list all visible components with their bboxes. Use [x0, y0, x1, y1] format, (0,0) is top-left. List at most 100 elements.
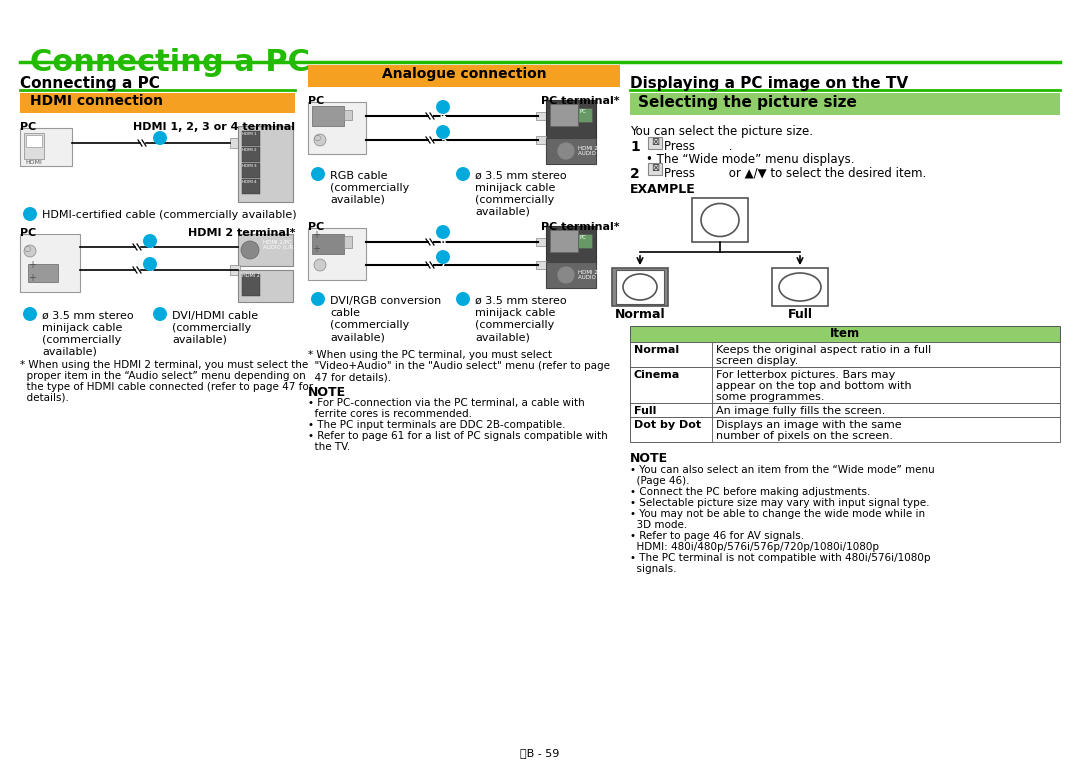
Text: Press         or ▲/▼ to select the desired item.: Press or ▲/▼ to select the desired item. [664, 167, 927, 180]
Text: (Page 46).: (Page 46). [630, 476, 689, 486]
Text: HDMI 2/PC: HDMI 2/PC [578, 145, 607, 150]
Text: NOTE: NOTE [308, 386, 346, 399]
Bar [648, 137, 662, 149]
Bar [630, 326, 1059, 342]
Bar [630, 367, 1059, 403]
Text: PC terminal*: PC terminal* [541, 222, 620, 232]
Text: +: + [312, 230, 320, 240]
Bar [242, 147, 260, 162]
Text: Connecting a PC: Connecting a PC [21, 76, 160, 91]
Bar [345, 236, 352, 248]
Text: • For PC-connection via the PC terminal, a cable with: • For PC-connection via the PC terminal,… [308, 398, 584, 408]
Text: Full: Full [634, 406, 657, 416]
Bar [630, 93, 1059, 115]
Bar [238, 126, 293, 202]
Circle shape [143, 257, 157, 271]
Text: 5: 5 [460, 179, 467, 188]
Bar [230, 265, 240, 275]
Text: (commercially: (commercially [475, 195, 554, 205]
Bar [242, 179, 260, 194]
Bar [536, 238, 546, 246]
Text: HDMI 4: HDMI 4 [242, 180, 257, 184]
Bar [21, 93, 295, 113]
Text: 2: 2 [147, 246, 153, 255]
Bar [550, 230, 578, 252]
Bar [238, 270, 293, 302]
Text: RGB cable: RGB cable [330, 171, 388, 181]
Text: (commercially: (commercially [330, 320, 409, 330]
Text: Displays an image with the same: Displays an image with the same [716, 420, 902, 430]
Text: An image fully fills the screen.: An image fully fills the screen. [716, 406, 886, 416]
Text: PC: PC [21, 122, 37, 132]
Text: minijack cable: minijack cable [42, 323, 122, 333]
Bar [308, 65, 620, 87]
Bar [312, 234, 345, 254]
Circle shape [241, 241, 259, 259]
Circle shape [153, 307, 167, 321]
Circle shape [153, 131, 167, 145]
Text: proper item in the “Audio select” menu depending on: proper item in the “Audio select” menu d… [21, 371, 306, 381]
Text: Normal: Normal [634, 345, 679, 355]
Text: HDMI 1, 2, 3 or 4 terminal: HDMI 1, 2, 3 or 4 terminal [133, 122, 295, 132]
Text: • Refer to page 61 for a list of PC signals compatible with: • Refer to page 61 for a list of PC sign… [308, 431, 608, 441]
Text: Press         .: Press . [664, 140, 732, 153]
Text: You can select the picture size.: You can select the picture size. [630, 125, 813, 138]
Bar [230, 138, 238, 148]
Text: DVI/RGB conversion: DVI/RGB conversion [330, 296, 442, 306]
Circle shape [436, 100, 450, 114]
Text: 3: 3 [147, 269, 153, 278]
Bar [612, 268, 669, 306]
Text: ○: ○ [313, 133, 321, 142]
Ellipse shape [623, 274, 657, 300]
Text: HDMI-certified cable (commercially available): HDMI-certified cable (commercially avail… [42, 210, 297, 220]
Text: NOTE: NOTE [630, 452, 669, 465]
Text: * When using the PC terminal, you must select: * When using the PC terminal, you must s… [308, 350, 552, 360]
Text: * When using the HDMI 2 terminal, you must select the: * When using the HDMI 2 terminal, you mu… [21, 360, 308, 370]
Text: (commercially: (commercially [42, 335, 121, 345]
Bar [536, 112, 546, 120]
Text: HDMI 2: HDMI 2 [242, 148, 257, 152]
Bar [630, 403, 1059, 417]
Bar [630, 403, 712, 417]
Text: Full: Full [787, 308, 812, 321]
Bar [536, 136, 546, 144]
Text: HDMI 2/PC: HDMI 2/PC [264, 239, 292, 244]
Text: AUDIO (L/R): AUDIO (L/R) [578, 275, 610, 280]
Text: 1: 1 [157, 143, 163, 152]
Bar [630, 417, 712, 442]
Ellipse shape [701, 204, 739, 237]
Text: ø 3.5 mm stereo: ø 3.5 mm stereo [475, 296, 567, 306]
Bar [630, 342, 712, 367]
Bar [242, 163, 260, 178]
Bar [21, 234, 80, 292]
Text: available): available) [475, 207, 530, 217]
Circle shape [456, 292, 470, 306]
Bar [578, 108, 592, 122]
Text: details).: details). [21, 393, 69, 403]
Text: PC terminal*: PC terminal* [541, 96, 620, 106]
Text: +: + [28, 260, 36, 270]
Text: Selecting the picture size: Selecting the picture size [638, 95, 856, 110]
Text: screen display.: screen display. [716, 356, 798, 366]
Text: • Connect the PC before making adjustments.: • Connect the PC before making adjustmen… [630, 487, 870, 497]
Text: some programmes.: some programmes. [716, 392, 824, 402]
Bar [21, 128, 72, 166]
Bar [648, 163, 662, 175]
Text: ø 3.5 mm stereo: ø 3.5 mm stereo [475, 171, 567, 181]
Bar [630, 342, 1059, 367]
Text: HDMI 2/PC: HDMI 2/PC [578, 269, 607, 274]
Text: 2: 2 [630, 167, 639, 181]
Text: 1: 1 [630, 140, 639, 154]
Text: 6: 6 [440, 237, 446, 246]
Text: HDMI: HDMI [25, 160, 42, 165]
Bar [692, 198, 748, 242]
Text: • The PC terminal is not compatible with 480i/576i/1080p: • The PC terminal is not compatible with… [630, 553, 931, 563]
Text: • The PC input terminals are DDC 2B-compatible.: • The PC input terminals are DDC 2B-comp… [308, 420, 566, 430]
Text: Connecting a PC: Connecting a PC [30, 48, 310, 77]
Bar [772, 268, 828, 306]
Text: cable: cable [330, 308, 360, 318]
Text: Normal: Normal [615, 308, 665, 321]
Text: HDMI: 480i/480p/576i/576p/720p/1080i/1080p: HDMI: 480i/480p/576i/576p/720p/1080i/108… [630, 542, 879, 552]
Text: Analogue connection: Analogue connection [381, 67, 546, 81]
Text: • The “Wide mode” menu displays.: • The “Wide mode” menu displays. [646, 153, 854, 166]
